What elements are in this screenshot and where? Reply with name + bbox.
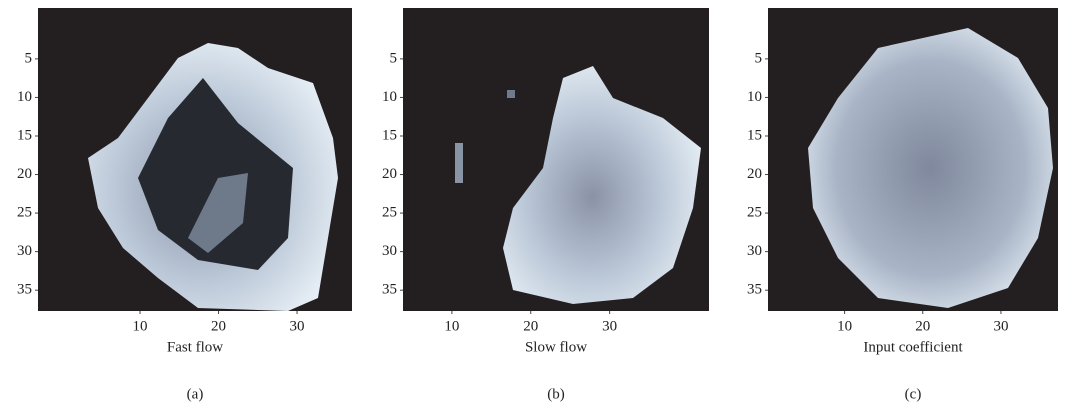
x-axis-label: Slow flow bbox=[525, 339, 587, 355]
y-tick-label: 10 bbox=[17, 89, 32, 105]
y-tick-label: 20 bbox=[382, 166, 397, 182]
x-axis-label: Fast flow bbox=[167, 339, 223, 355]
y-tick-label: 10 bbox=[382, 89, 397, 105]
y-tick-label: 35 bbox=[382, 282, 397, 298]
y-tick-label: 30 bbox=[382, 243, 397, 259]
axes: 5 10 15 20 25 30 35 10 20 30 Input coefficient (c) bbox=[747, 50, 1008, 402]
y-tick-label: 30 bbox=[17, 243, 32, 259]
y-tick-label: 20 bbox=[747, 166, 762, 182]
axes: 5 10 15 20 25 30 35 10 20 30 Fast flow (a) bbox=[17, 50, 305, 402]
y-tick-label: 15 bbox=[382, 127, 397, 143]
y-tick-label: 30 bbox=[747, 243, 762, 259]
panel bbox=[768, 8, 1058, 311]
y-tick-label: 25 bbox=[747, 205, 762, 221]
x-tick-label: 10 bbox=[133, 318, 148, 334]
panel-caption: (b) bbox=[547, 386, 565, 402]
y-tick-label: 25 bbox=[382, 205, 397, 221]
image-region bbox=[138, 78, 293, 270]
image-region bbox=[507, 90, 515, 98]
panel-caption: (c) bbox=[905, 386, 922, 402]
x-tick-label: 20 bbox=[915, 318, 930, 334]
y-tick-label: 35 bbox=[747, 282, 762, 298]
x-tick-label: 10 bbox=[444, 318, 459, 334]
x-axis-label: Input coefficient bbox=[863, 339, 963, 355]
y-tick-label: 20 bbox=[17, 166, 32, 182]
image-region bbox=[188, 173, 248, 253]
axes: 5 10 15 20 25 30 35 10 20 30 Slow flow (b) bbox=[382, 50, 617, 402]
y-tick-label: 5 bbox=[755, 50, 763, 66]
image-region bbox=[455, 143, 463, 183]
panel-caption: (a) bbox=[187, 386, 204, 402]
y-tick-label: 15 bbox=[747, 127, 762, 143]
image-region bbox=[808, 28, 1053, 308]
x-tick-label: 10 bbox=[837, 318, 852, 334]
x-tick-label: 20 bbox=[523, 318, 538, 334]
y-tick-label: 5 bbox=[390, 50, 398, 66]
x-tick-label: 30 bbox=[602, 318, 617, 334]
x-tick-label: 30 bbox=[993, 318, 1008, 334]
y-tick-label: 35 bbox=[17, 282, 32, 298]
y-tick-label: 10 bbox=[747, 89, 762, 105]
image-region bbox=[503, 66, 701, 304]
y-tick-label: 15 bbox=[17, 127, 32, 143]
x-tick-label: 20 bbox=[211, 318, 226, 334]
y-tick-label: 5 bbox=[25, 50, 33, 66]
x-tick-label: 30 bbox=[290, 318, 305, 334]
panel bbox=[403, 8, 709, 311]
panel bbox=[38, 8, 352, 311]
y-tick-label: 25 bbox=[17, 205, 32, 221]
